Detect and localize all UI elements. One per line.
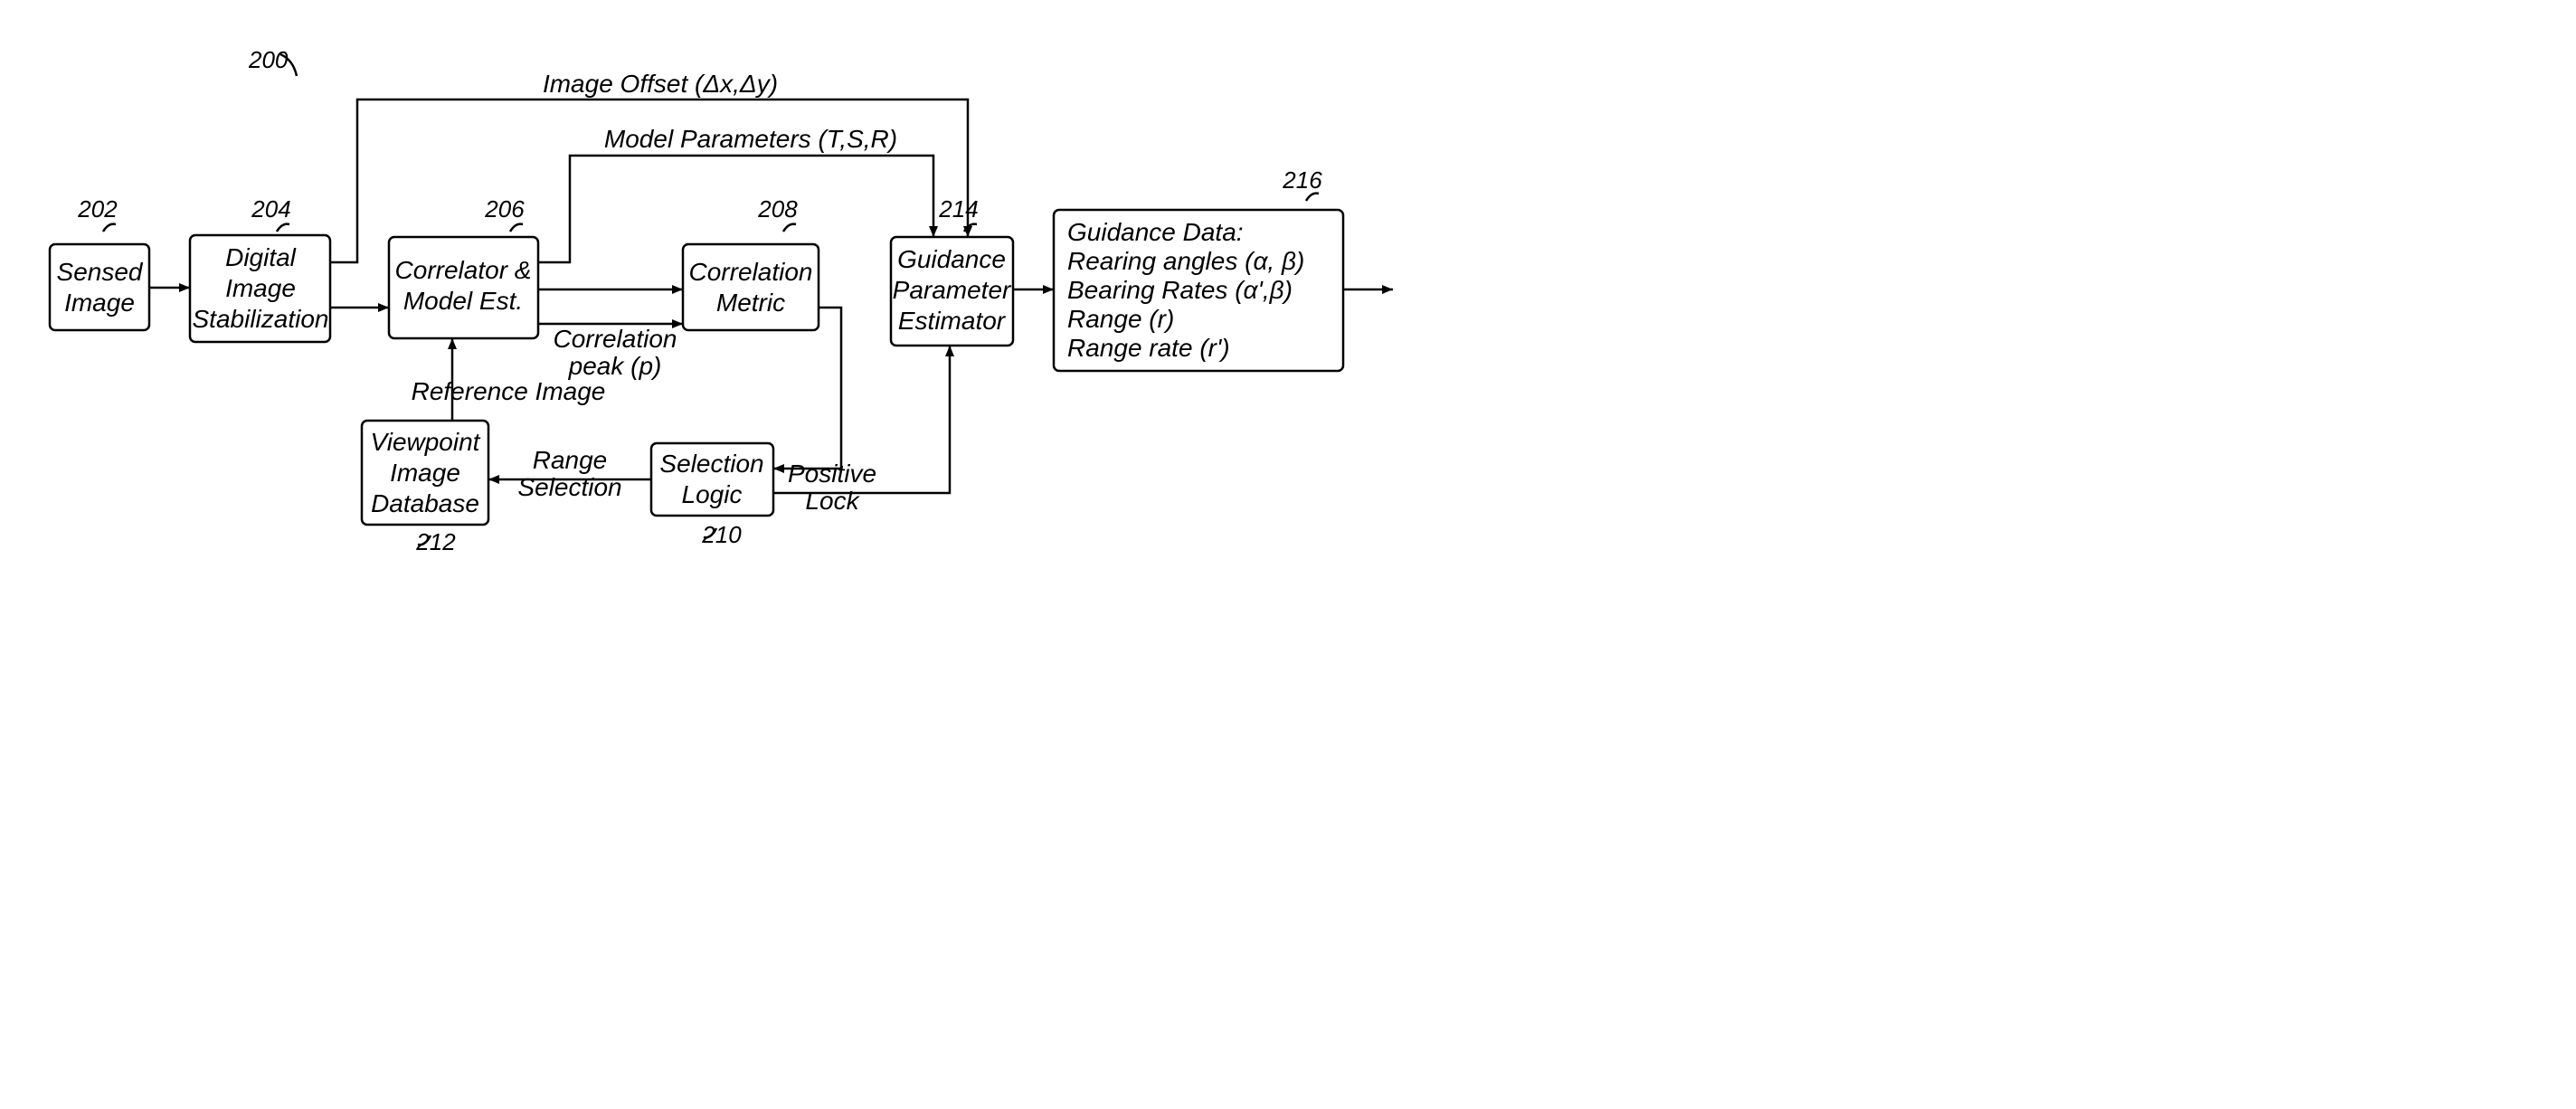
gout-label-0: Guidance Data: <box>1067 218 1244 246</box>
edge-vdb-to-corr-label: Reference Image <box>412 377 606 405</box>
gout-label-2: Bearing Rates (α',β) <box>1067 276 1293 304</box>
corr-label-1: Model Est. <box>403 287 523 315</box>
gout-label-4: Range rate (r') <box>1067 334 1230 362</box>
edge-sel-to-gpe-label-0: Positive <box>788 460 876 488</box>
edge-metric-to-sel <box>773 308 841 469</box>
sensed-label-1: Image <box>64 289 135 317</box>
metric-ref-hook <box>783 224 796 232</box>
gout-ref-hook <box>1306 194 1319 201</box>
corr-ref-hook <box>510 224 523 232</box>
sel-refnum: 210 <box>701 521 742 548</box>
gpe-label-0: Guidance <box>897 245 1006 273</box>
vdb-label-2: Database <box>371 489 479 517</box>
edge-sel-to-vdb-label-0: Range <box>533 446 608 474</box>
edge-sel-to-vdb-label-1: Selection <box>517 473 621 501</box>
edge-dis-offset-label: Image Offset (Δx,Δy) <box>543 70 778 98</box>
gpe-label-1: Parameter <box>893 276 1012 304</box>
gout-label-3: Range (r) <box>1067 305 1174 333</box>
corr-label-0: Correlator & <box>395 256 532 284</box>
corr-refnum: 206 <box>484 195 525 223</box>
metric-label-1: Metric <box>716 289 785 317</box>
sensed-label-0: Sensed <box>57 258 144 286</box>
edge-sel-to-gpe-label-1: Lock <box>805 487 860 515</box>
vdb-label-1: Image <box>390 459 460 487</box>
dis-ref-hook <box>277 224 289 232</box>
vdb-label-0: Viewpoint <box>371 428 481 456</box>
dis-refnum: 204 <box>251 195 290 223</box>
edge-corr-model-label: Model Parameters (T,S,R) <box>604 125 897 153</box>
dis-label-0: Digital <box>225 243 297 271</box>
edge-corr-model <box>538 156 933 262</box>
diagram-ref-200: 200 <box>248 46 289 73</box>
edge-corr-peak-label-0: Correlation <box>554 325 677 353</box>
metric-refnum: 208 <box>757 195 798 223</box>
sensed-refnum: 202 <box>77 195 118 223</box>
dis-label-2: Stabilization <box>193 305 329 333</box>
gpe-label-2: Estimator <box>898 307 1007 335</box>
gout-label-1: Rearing angles (α, β) <box>1067 247 1304 275</box>
vdb-refnum: 212 <box>415 528 456 555</box>
metric-label-0: Correlation <box>689 258 813 286</box>
sel-label-1: Logic <box>682 480 743 508</box>
sensed-ref-hook <box>103 224 116 232</box>
gpe-refnum: 214 <box>938 195 978 223</box>
sel-label-0: Selection <box>659 450 763 478</box>
edge-corr-peak-label-1: peak (p) <box>568 352 662 380</box>
dis-label-1: Image <box>225 274 296 302</box>
gout-refnum: 216 <box>1282 166 1322 194</box>
